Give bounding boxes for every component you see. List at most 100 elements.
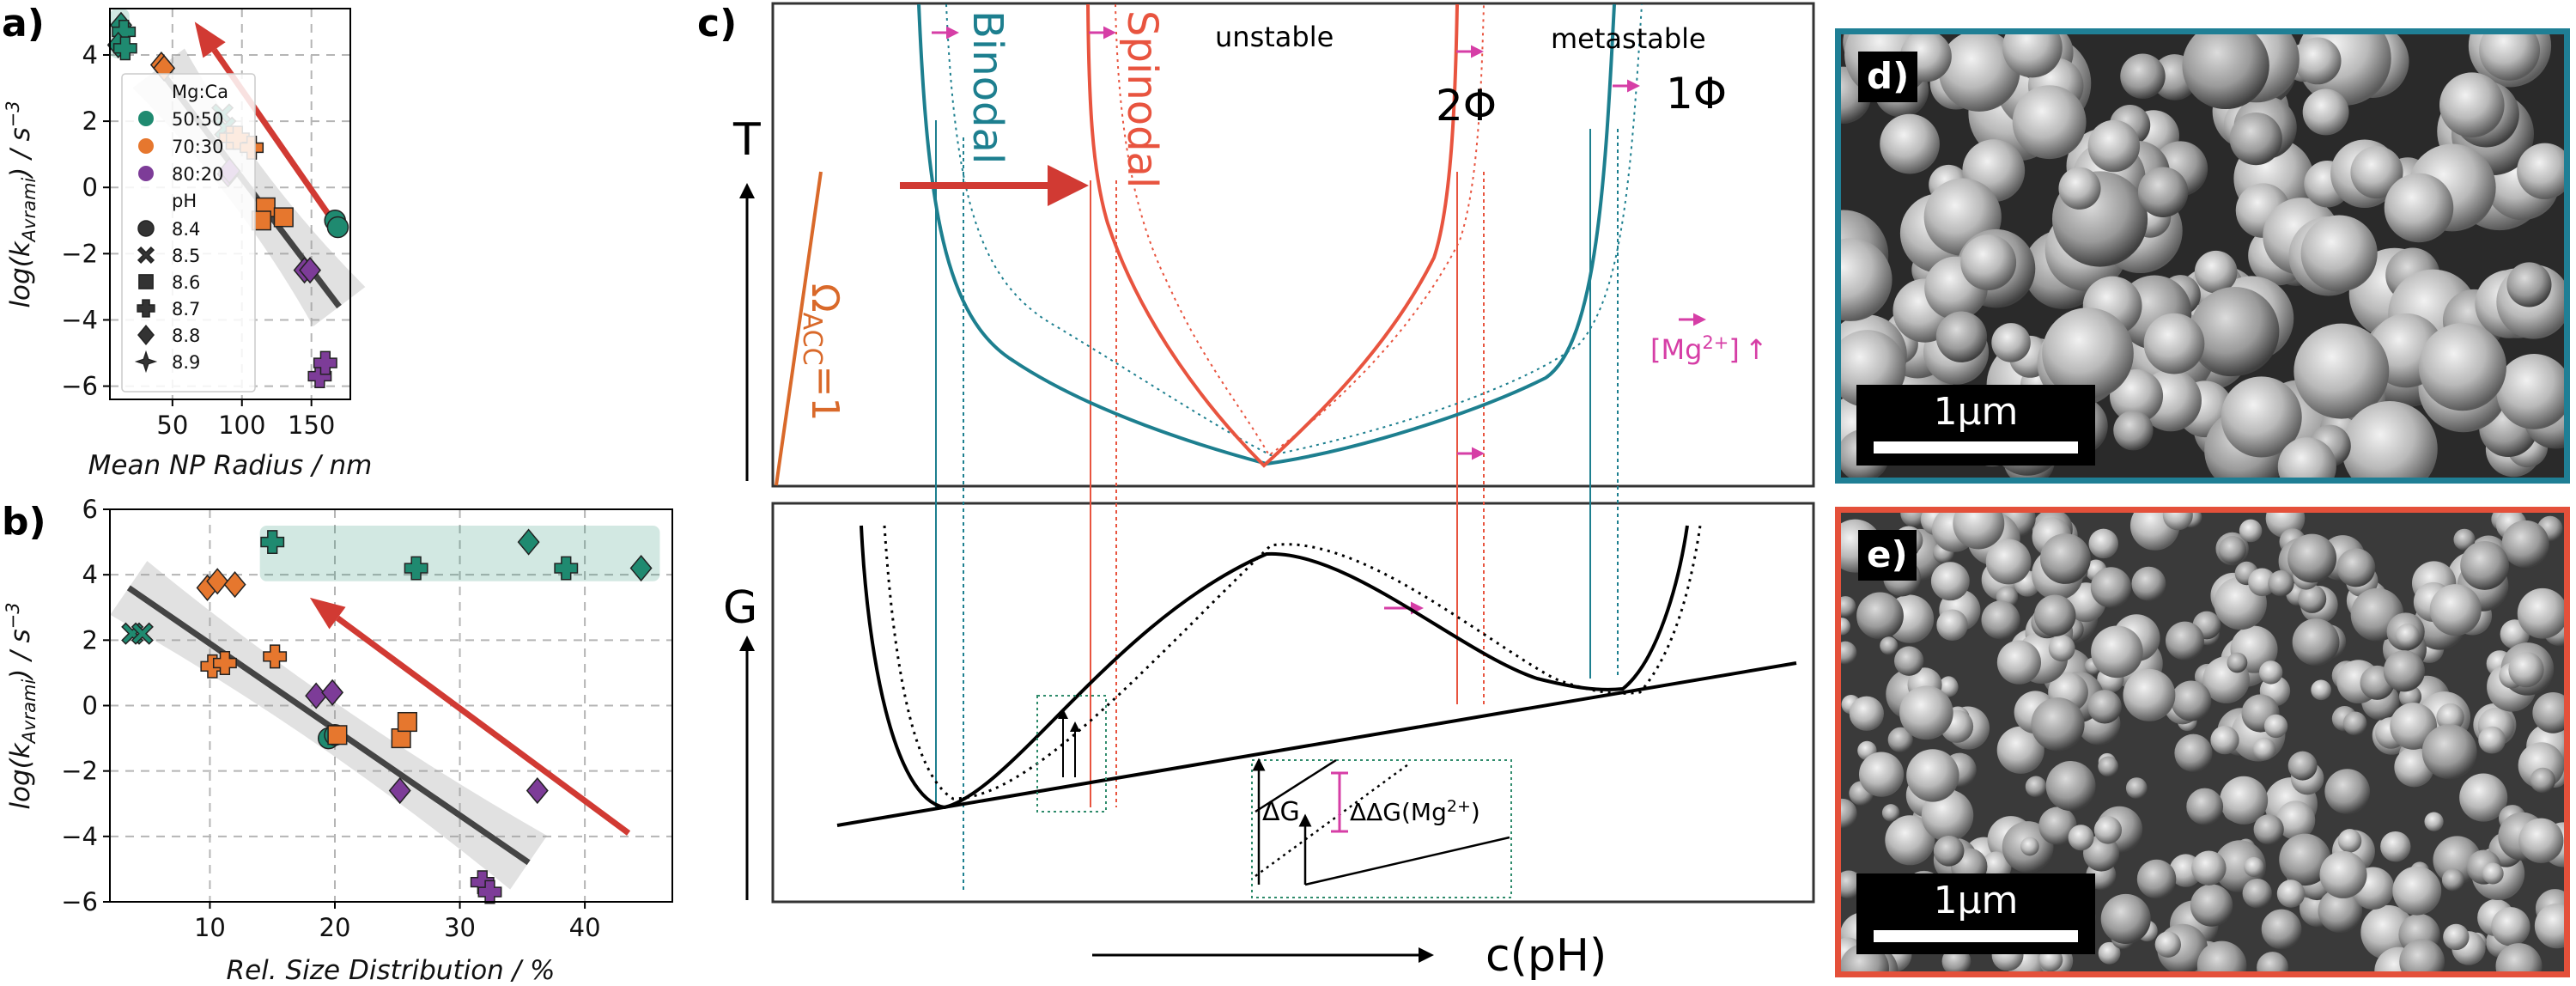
panel-b-label: b) — [2, 500, 46, 544]
legend-ph-markers — [134, 220, 158, 374]
sem-particle — [2530, 767, 2556, 794]
sem-particle — [2025, 776, 2047, 798]
sem-particle — [2038, 806, 2077, 845]
tick-label-y: 6 — [82, 495, 98, 524]
sem-particle — [1960, 234, 2017, 290]
tick-label-x: 10 — [194, 913, 226, 942]
data-point — [131, 622, 154, 645]
legend-label-ph84: 8.4 — [172, 219, 200, 240]
panel-e-scale-box: 1µm — [1856, 873, 2095, 954]
panel-e-scale-text: 1µm — [1933, 879, 2019, 922]
sem-particle — [2088, 528, 2118, 559]
spinodal-shifted-curve — [1115, 3, 1485, 457]
legend-marker-circle — [137, 220, 155, 237]
sem-particle — [2441, 868, 2465, 892]
panel-b-trend-arrow — [309, 597, 631, 836]
sem-particle — [2220, 776, 2269, 825]
sem-particle — [2261, 909, 2302, 950]
legend-frame — [121, 73, 256, 393]
x-axis-label: c(pH) — [1485, 930, 1607, 982]
sem-particle — [2186, 788, 2224, 825]
sem-particle — [1981, 600, 2020, 640]
spinodal-label: Spinodal — [1118, 10, 1166, 188]
sem-particle — [2252, 737, 2276, 761]
highlight-region — [259, 526, 660, 581]
data-point — [299, 257, 322, 284]
sem-particle — [2302, 88, 2349, 136]
sem-particle — [2113, 410, 2154, 451]
mg-label: [Mg2+] ↑ — [1650, 332, 1768, 366]
legend-marker-star — [134, 350, 158, 374]
spinodal-curve — [1086, 3, 1459, 468]
binodal-curve — [917, 3, 1616, 466]
tick-label-y: 4 — [82, 40, 98, 70]
sem-particle — [2342, 711, 2367, 736]
sem-particle — [1880, 636, 1899, 655]
sem-particle — [2020, 837, 2039, 856]
sem-particle — [2395, 624, 2420, 648]
sem-particle — [1849, 696, 1884, 731]
sem-particle — [2087, 690, 2122, 724]
sem-particle — [2460, 541, 2510, 590]
data-point — [327, 725, 348, 746]
common-tangent-line — [836, 661, 1797, 827]
data-point — [273, 207, 294, 228]
sem-particle — [2154, 931, 2182, 958]
sem-particle — [2125, 777, 2148, 800]
data-point — [206, 568, 229, 595]
sem-particle — [2324, 769, 2371, 814]
sem-particle — [2165, 621, 2204, 660]
sem-particle — [2093, 816, 2123, 844]
sem-particle — [2336, 548, 2376, 587]
sem-particle — [2287, 533, 2337, 583]
sem-particle — [2360, 904, 2415, 960]
tick-label-y: 0 — [82, 173, 98, 202]
sem-particle — [2495, 943, 2543, 971]
tick-label-y: −4 — [61, 305, 98, 334]
data-point — [313, 350, 337, 375]
tick-label-y: −2 — [61, 757, 98, 786]
data-point — [517, 528, 540, 556]
panel-d-scale-text: 1µm — [1933, 390, 2019, 434]
sem-particle — [2439, 72, 2505, 138]
sem-particle — [2257, 952, 2289, 971]
sem-particle — [2292, 618, 2340, 666]
data-point — [629, 554, 653, 582]
sem-particle — [2459, 773, 2508, 822]
sem-particle — [2258, 660, 2283, 685]
sem-particle — [2162, 513, 2193, 531]
data-point — [326, 216, 349, 239]
sem-particle — [1933, 835, 1965, 867]
sem-particle — [1893, 646, 1924, 676]
data-point — [388, 776, 411, 805]
legend-label-8020: 80:20 — [172, 164, 224, 185]
sem-particle — [2350, 146, 2403, 199]
sem-particle — [2298, 584, 2327, 613]
sem-particle — [2242, 879, 2272, 909]
sem-particle — [2508, 651, 2544, 688]
sem-particle — [2218, 536, 2246, 564]
zoom-region-box — [1036, 695, 1107, 813]
sem-particle — [2058, 167, 2101, 210]
sem-e-particles — [1841, 513, 2564, 971]
sem-particle — [2171, 680, 2212, 721]
sem-particle — [2392, 866, 2442, 916]
sem-particle — [2196, 940, 2247, 971]
sem-particle — [2383, 650, 2426, 692]
data-point — [477, 879, 502, 904]
inset-delta-delta-g-label: ΔΔG(Mg2+) — [1350, 797, 1480, 826]
sem-particle — [1900, 513, 1928, 527]
sem-particle — [2342, 401, 2438, 478]
data-point — [321, 679, 344, 706]
panel-e-scale-bar — [1874, 930, 2078, 942]
sem-particle — [1885, 815, 1935, 866]
panel-c-label: c) — [697, 2, 737, 46]
sem-particle — [2268, 570, 2294, 597]
panel-a-ticks: 50 100 150 −6 −4 −2 0 2 4 — [61, 40, 335, 440]
panel-d-sem-image: d) 1µm — [1835, 28, 2570, 484]
sem-particle — [1930, 562, 1970, 601]
sem-particle — [2190, 286, 2280, 376]
sem-particle — [2131, 566, 2166, 601]
sem-particle — [2143, 313, 2205, 374]
tick-label-y: 2 — [82, 107, 98, 136]
